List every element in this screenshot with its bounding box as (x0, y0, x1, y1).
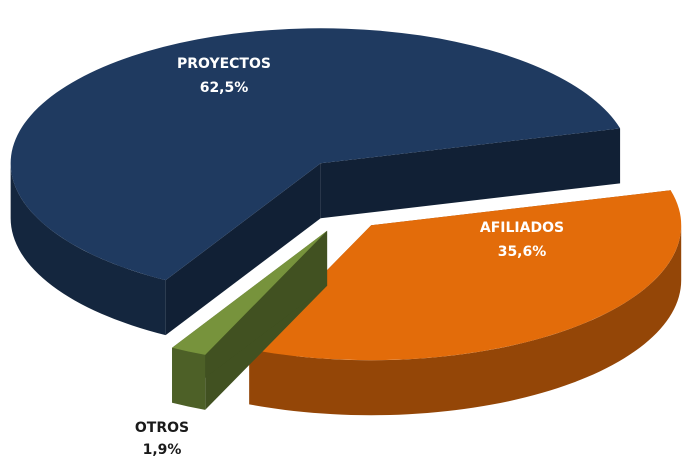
slice (10, 28, 621, 281)
slice-side (172, 347, 206, 410)
slice-value-label: 35,6% (498, 244, 547, 260)
slice-cut-face (165, 163, 321, 336)
pie (10, 28, 682, 416)
slice-label: OTROS (135, 420, 189, 436)
slice-value-label: 62,5% (200, 80, 249, 96)
slice-value-label: 1,9% (143, 442, 182, 458)
slice-label: PROYECTOS (177, 56, 271, 72)
slice-cut-face (320, 128, 621, 219)
slice (249, 190, 682, 361)
slice-label: AFILIADOS (480, 220, 564, 236)
slice-side (10, 163, 166, 336)
slice (172, 230, 328, 355)
slice-cut-face (172, 230, 328, 403)
labels: PROYECTOS 62,5% AFILIADOS 35,6% OTROS 1,… (135, 56, 564, 458)
slice-side (249, 225, 682, 416)
